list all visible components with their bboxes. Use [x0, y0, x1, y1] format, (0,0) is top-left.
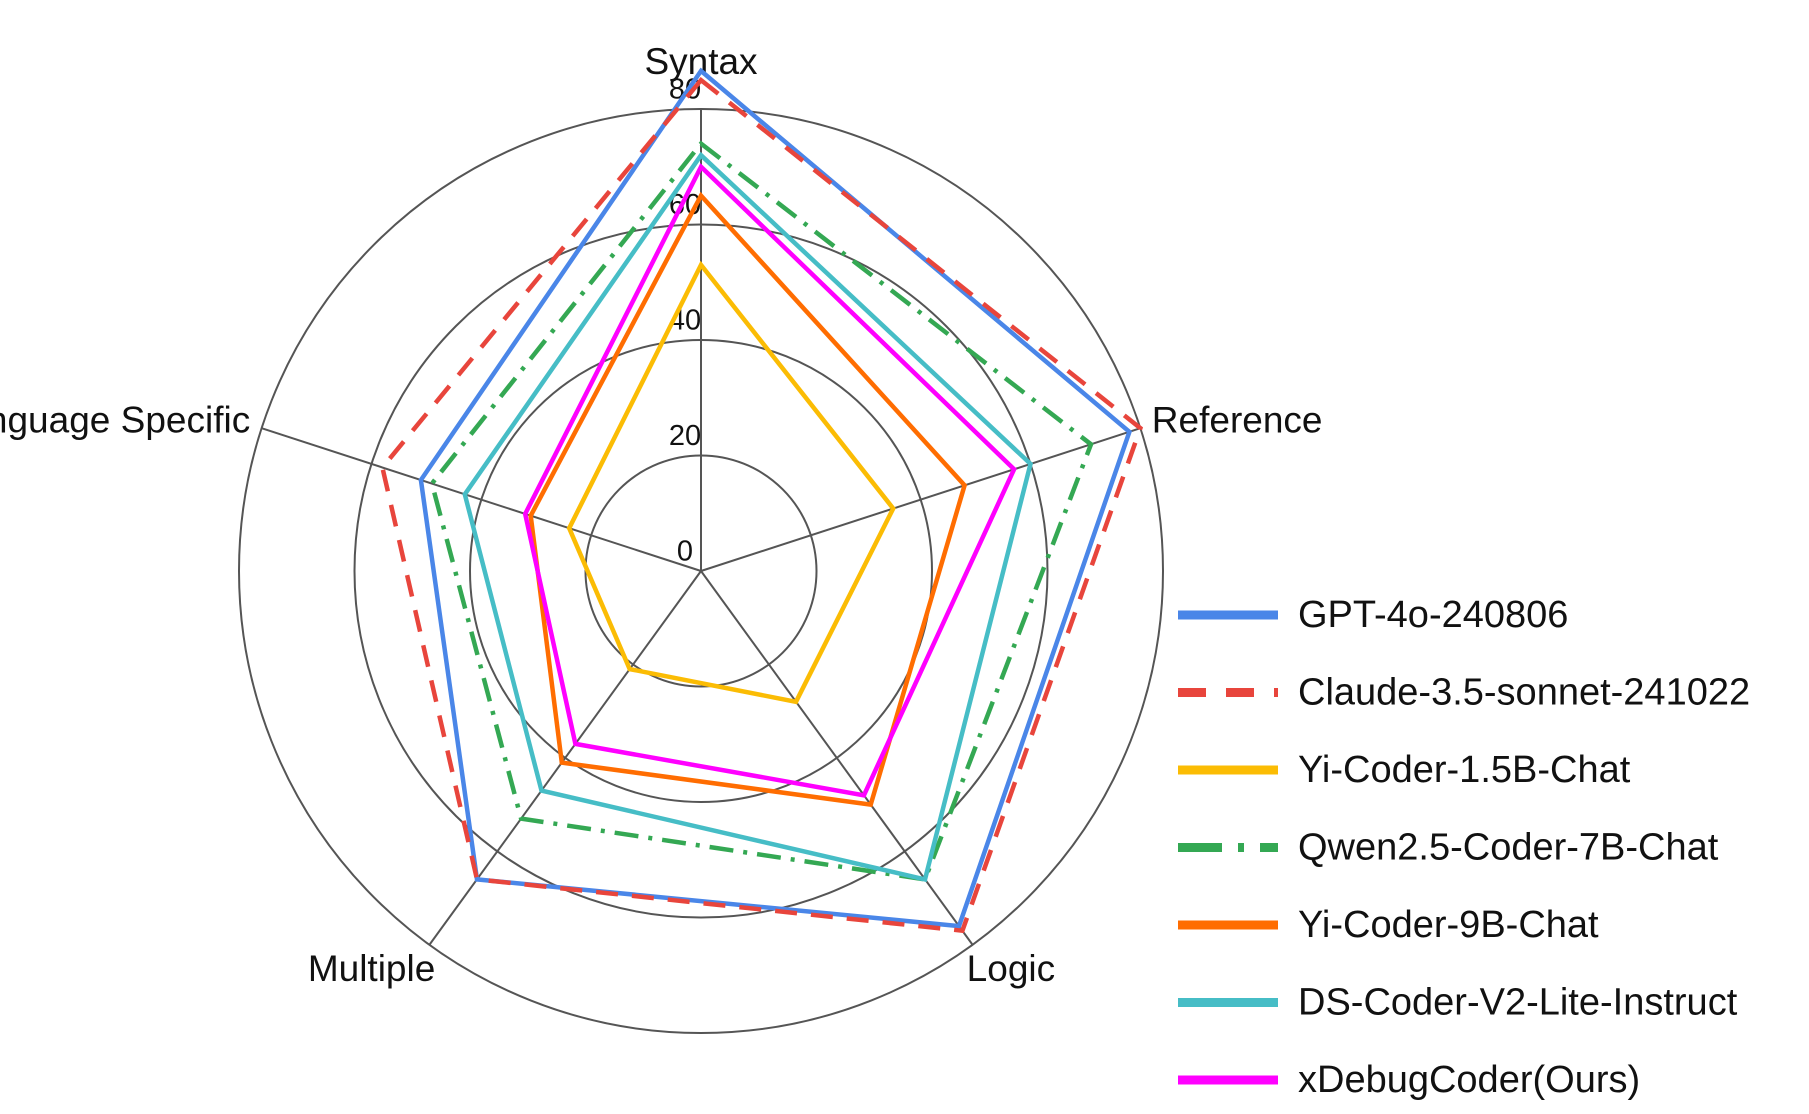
series-line [429, 140, 1094, 882]
legend-label: GPT-4o-240806 [1298, 594, 1568, 636]
tick-label: 0 [677, 536, 693, 568]
legend-label: Claude-3.5-sonnet-241022 [1298, 672, 1750, 714]
series-line [379, 76, 1144, 934]
tick-label: 20 [669, 420, 701, 452]
axis-spoke [700, 570, 974, 946]
axis-spoke [428, 570, 702, 946]
legend-label: Qwen2.5-Coder-7B-Chat [1298, 827, 1719, 869]
legend-label: DS-Coder-V2-Lite-Instruct [1298, 982, 1738, 1024]
series-line [522, 163, 1017, 798]
series-line [528, 191, 968, 808]
axis-spoke [700, 427, 1141, 572]
legend-label: Yi-Coder-1.5B-Chat [1298, 749, 1631, 791]
series-line [566, 260, 896, 705]
category-label: Language Specific [0, 399, 250, 440]
category-label: Syntax [644, 41, 758, 82]
category-label: Reference [1152, 399, 1323, 440]
category-label: Multiple [308, 948, 436, 989]
category-label: Logic [967, 948, 1055, 989]
axis-spoke [261, 427, 702, 572]
legend-label: Yi-Coder-9B-Chat [1298, 904, 1599, 946]
legend-label: xDebugCoder(Ours) [1298, 1059, 1640, 1101]
series-line [462, 151, 1034, 883]
